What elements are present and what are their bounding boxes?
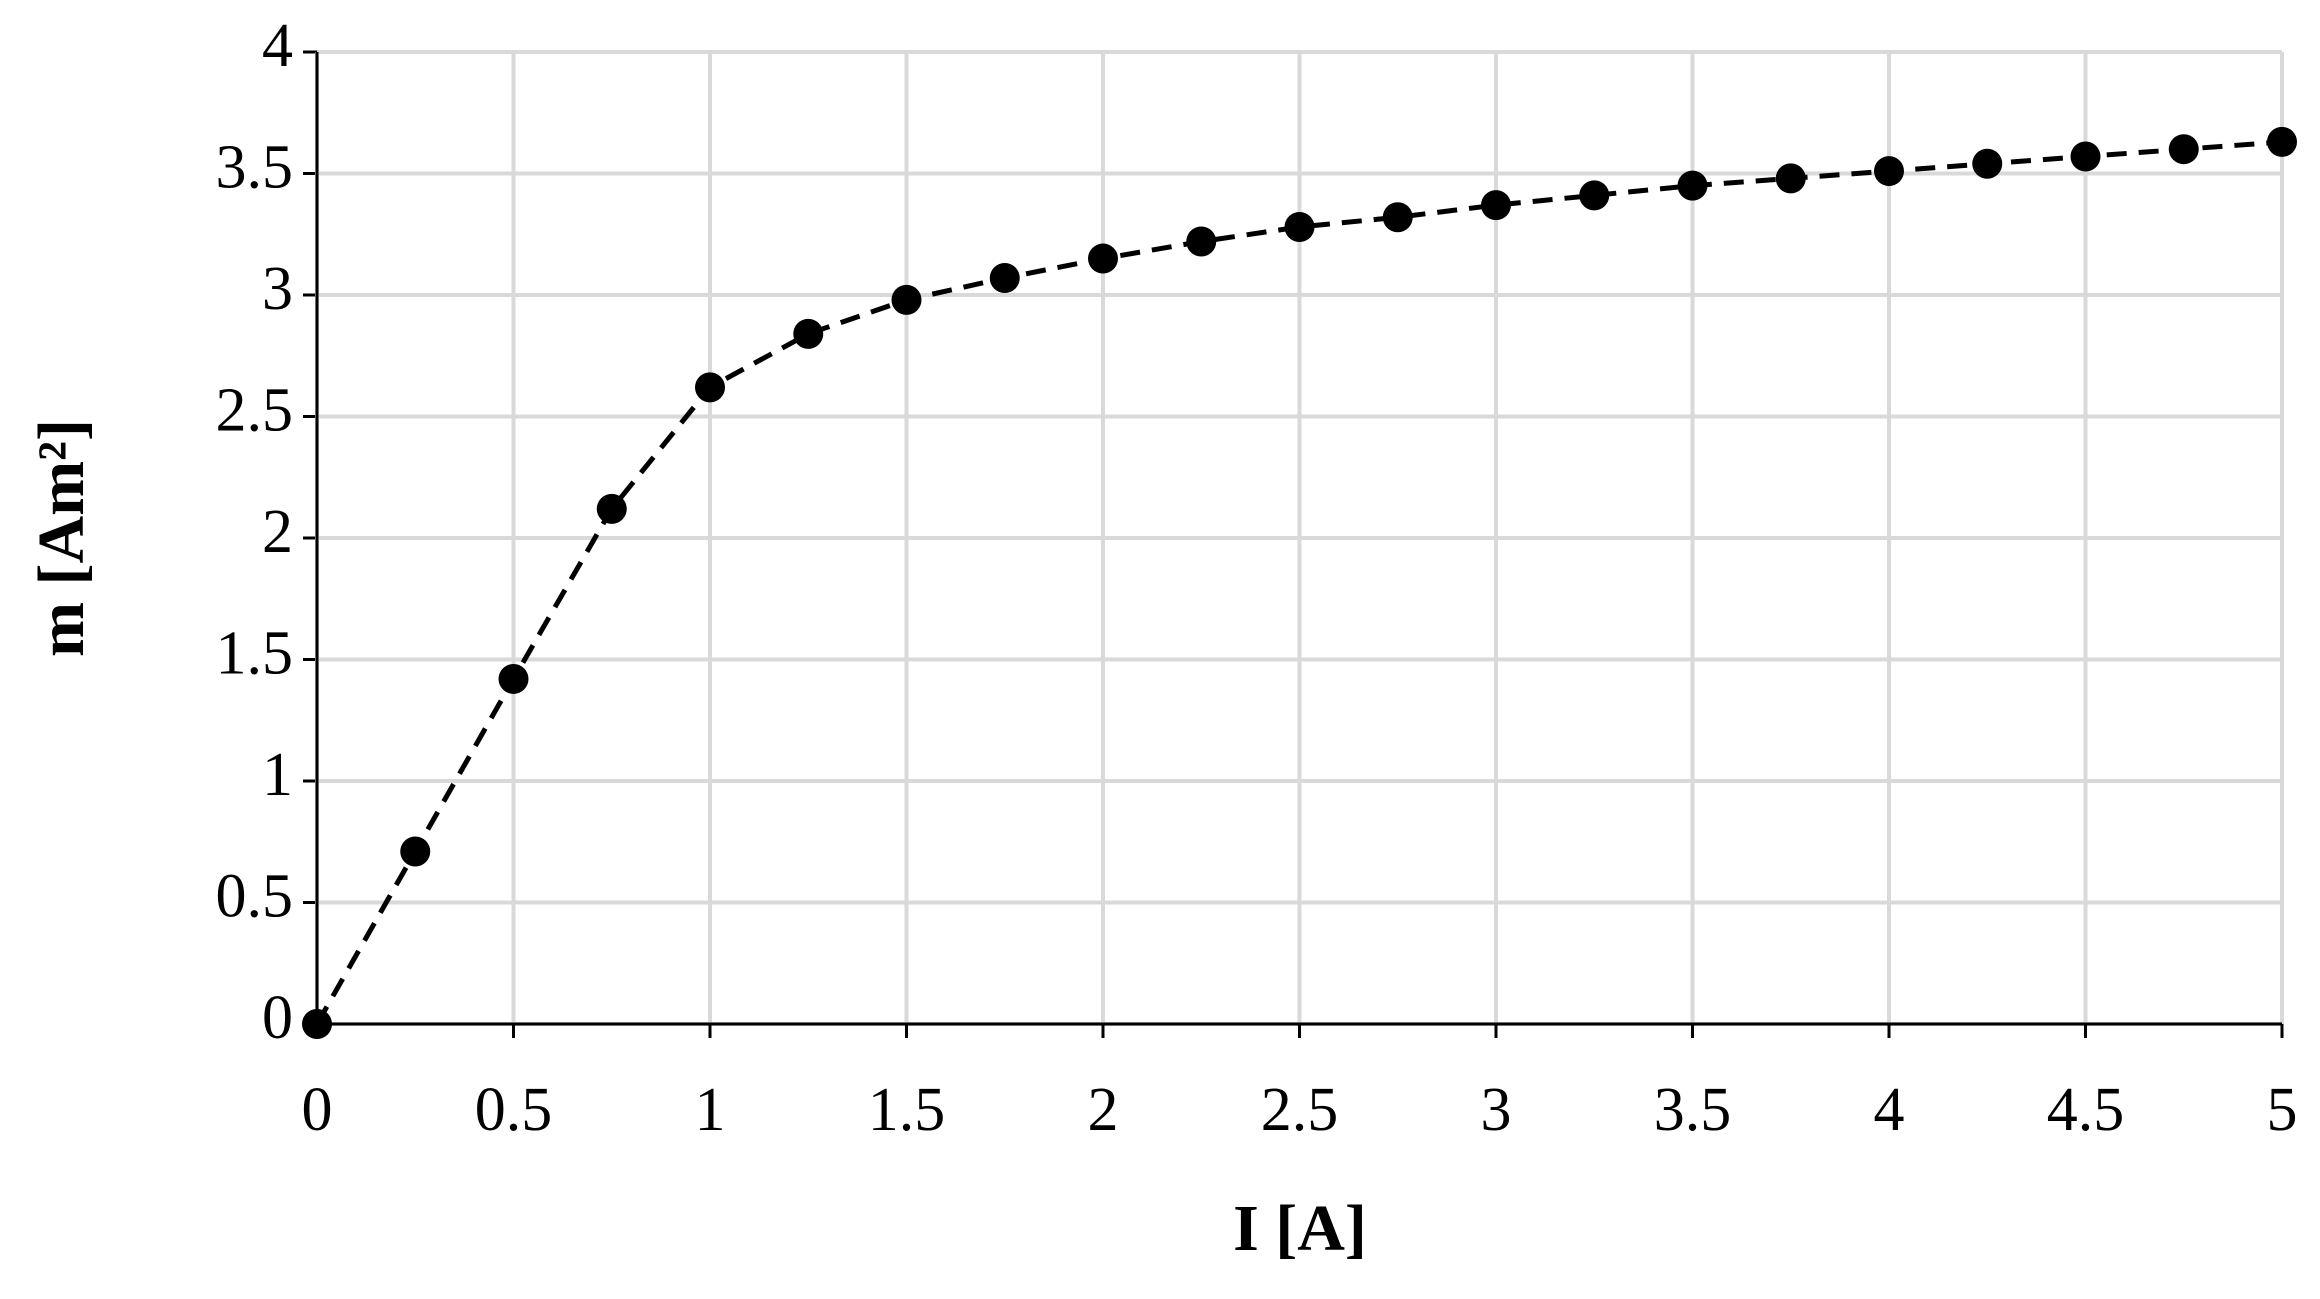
data-point (891, 284, 922, 315)
x-tick-label: 4 (1874, 1076, 1905, 1144)
y-tick-label: 3 (262, 255, 293, 323)
y-tick-label: 1.5 (216, 620, 294, 688)
x-tick-label: 3.5 (1654, 1076, 1732, 1144)
x-tick-label: 3 (1481, 1076, 1512, 1144)
y-axis-title: m [Am²] (25, 419, 98, 657)
data-point (1874, 156, 1904, 187)
x-tick-label: 4.5 (2047, 1076, 2125, 1144)
x-axis-title: I [A] (1233, 1192, 1367, 1265)
y-tick-label: 2.5 (216, 377, 294, 445)
data-point (1579, 180, 1610, 211)
x-tick-label: 0.5 (475, 1076, 553, 1144)
data-point (1088, 243, 1118, 274)
data-point (302, 1009, 332, 1039)
data-line (314, 139, 2283, 1026)
x-tick-label: 2 (1088, 1076, 1119, 1144)
x-tick-label: 0 (302, 1076, 333, 1144)
data-point (695, 372, 725, 403)
x-tick-label: 1.5 (868, 1076, 946, 1144)
data-point (1284, 211, 1315, 242)
x-tick-label: 5 (2267, 1076, 2298, 1144)
y-tick-label: 3.5 (216, 134, 294, 202)
x-tick-label: 1 (695, 1076, 726, 1144)
y-tick-label: 1 (262, 741, 293, 809)
data-point (2267, 126, 2297, 157)
y-tick-label: 0 (262, 984, 293, 1052)
data-point (1677, 170, 1708, 201)
data-point (1972, 148, 2003, 179)
y-tick-label: 2 (262, 498, 293, 566)
data-point (1775, 163, 1806, 194)
data-point (989, 262, 1020, 293)
y-tick-label: 4 (262, 12, 293, 80)
data-point (1186, 226, 1217, 257)
data-point (400, 836, 431, 867)
data-point (793, 318, 824, 349)
data-point (1481, 190, 1511, 221)
data-point (498, 663, 529, 694)
y-tick-label: 0.5 (216, 863, 294, 931)
data-point (2168, 134, 2199, 165)
data-point (2070, 141, 2101, 172)
x-tick-label: 2.5 (1261, 1076, 1339, 1144)
data-point (1382, 202, 1413, 233)
data-point (596, 493, 627, 524)
